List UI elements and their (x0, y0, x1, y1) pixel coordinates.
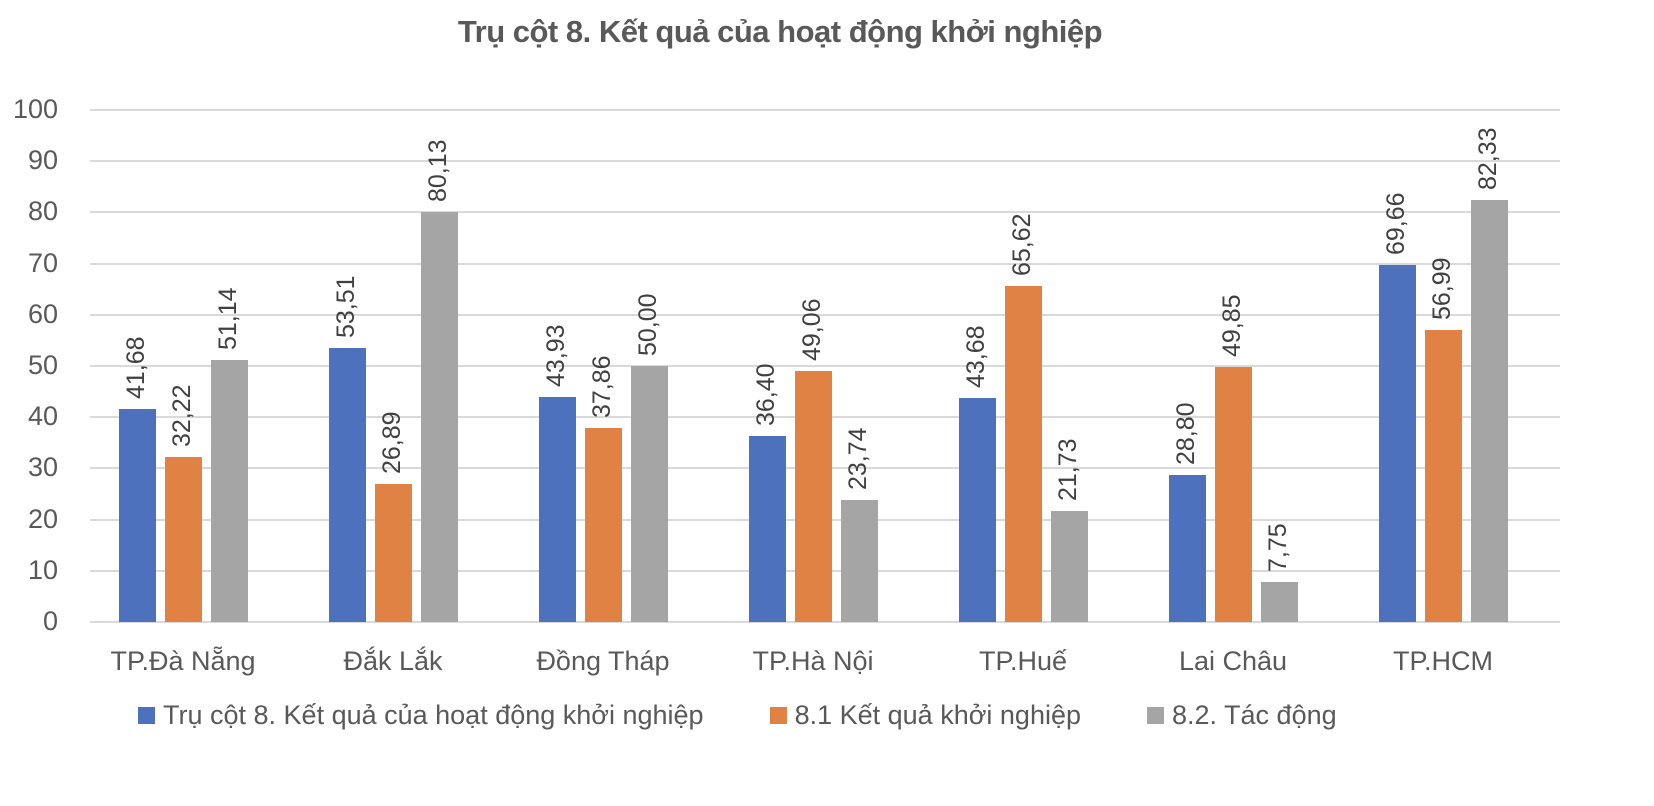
legend-item: Trụ cột 8. Kết quả của hoạt động khởi ng… (138, 700, 704, 731)
bar (1378, 265, 1416, 622)
gridline (90, 365, 1560, 367)
data-label: 43,68 (962, 325, 990, 389)
y-tick-label: 20 (27, 503, 58, 534)
y-tick-label: 40 (27, 401, 58, 432)
bar (1470, 200, 1508, 622)
data-label: 36,40 (752, 363, 780, 426)
data-label: 7,75 (1264, 523, 1292, 573)
bar (1214, 366, 1252, 622)
gridline (90, 621, 1560, 623)
data-label: 26,89 (378, 411, 406, 475)
y-tick-label: 80 (27, 196, 58, 227)
data-label: 23,74 (844, 427, 872, 491)
plot-area: 0 10 20 30 40 50 60 70 80 90 100 41,68 32,22 51,14 53,… (13, 94, 1560, 636)
gridline (90, 160, 1560, 163)
y-tick-label: 50 (27, 350, 58, 380)
bar (420, 211, 458, 622)
y-tick-label: 90 (27, 145, 58, 176)
data-label: 80,13 (424, 139, 452, 202)
bar (210, 360, 248, 622)
y-tick-label: 70 (27, 247, 58, 278)
y-tick-label: 10 (27, 554, 58, 585)
bar (1168, 474, 1206, 622)
x-tick-label: TP.HCM (1392, 646, 1493, 676)
y-tick-label: 30 (27, 452, 58, 483)
x-tick-label: Đắk Lắk (343, 646, 443, 676)
data-label: 69,66 (1382, 192, 1410, 256)
data-label: 41,68 (122, 336, 150, 399)
legend-label: 8.2. Tác động (1172, 700, 1337, 730)
data-label: 37,86 (588, 355, 616, 419)
bar (630, 366, 668, 622)
data-label: 43,93 (542, 324, 570, 388)
x-tick-label: TP.Đà Nẵng (110, 646, 256, 676)
data-label: 56,99 (1428, 257, 1456, 321)
y-tick-label: 60 (27, 298, 58, 329)
data-label: 49,06 (798, 298, 826, 361)
data-label: 49,85 (1218, 294, 1246, 357)
gridline (90, 313, 1560, 316)
bar (1260, 582, 1298, 622)
data-label: 28,80 (1172, 401, 1200, 465)
data-label: 82,33 (1474, 127, 1502, 191)
bar (1424, 330, 1462, 622)
legend-swatch-icon (1147, 707, 1164, 724)
bar (328, 348, 366, 622)
gridline (90, 109, 1560, 111)
data-label: 65,62 (1008, 213, 1036, 277)
gridline (90, 211, 1560, 214)
bar (840, 500, 878, 622)
bar (1050, 510, 1088, 622)
data-label: 53,51 (332, 275, 360, 339)
gridline (90, 262, 1560, 265)
y-tick-label: 0 (42, 606, 58, 636)
bar (374, 484, 412, 622)
bar (1004, 286, 1042, 622)
bar (538, 397, 576, 622)
x-tick-label: TP.Huế (978, 646, 1068, 676)
y-tick-label: 100 (12, 94, 58, 124)
data-label: 51,14 (214, 287, 242, 351)
x-tick-label: Lai Châu (1178, 646, 1288, 676)
legend-label: 8.1 Kết quả khởi nghiệp (794, 700, 1081, 730)
chart-title: Trụ cột 8. Kết quả của hoạt động khởi ng… (457, 14, 1103, 49)
x-tick-label: TP.Hà Nội (752, 646, 874, 676)
bar (748, 435, 786, 622)
data-label: 21,73 (1054, 438, 1082, 501)
legend-label: Trụ cột 8. Kết quả của hoạt động khởi ng… (163, 700, 704, 730)
bar (958, 398, 996, 622)
data-label: 32,22 (168, 384, 196, 448)
bar (164, 457, 202, 622)
bar (794, 370, 832, 622)
bar (584, 428, 622, 622)
legend-swatch-icon (138, 707, 155, 724)
legend-swatch-icon (769, 707, 787, 724)
legend-item: 8.2. Tác động (1147, 700, 1337, 731)
data-label: 50,00 (634, 293, 662, 356)
legend-item: 8.1 Kết quả khởi nghiệp (769, 700, 1081, 731)
bar (118, 408, 156, 622)
legend: Trụ cột 8. Kết quả của hoạt động khởi ng… (138, 700, 1403, 731)
x-tick-label: Đồng Tháp (536, 646, 670, 676)
